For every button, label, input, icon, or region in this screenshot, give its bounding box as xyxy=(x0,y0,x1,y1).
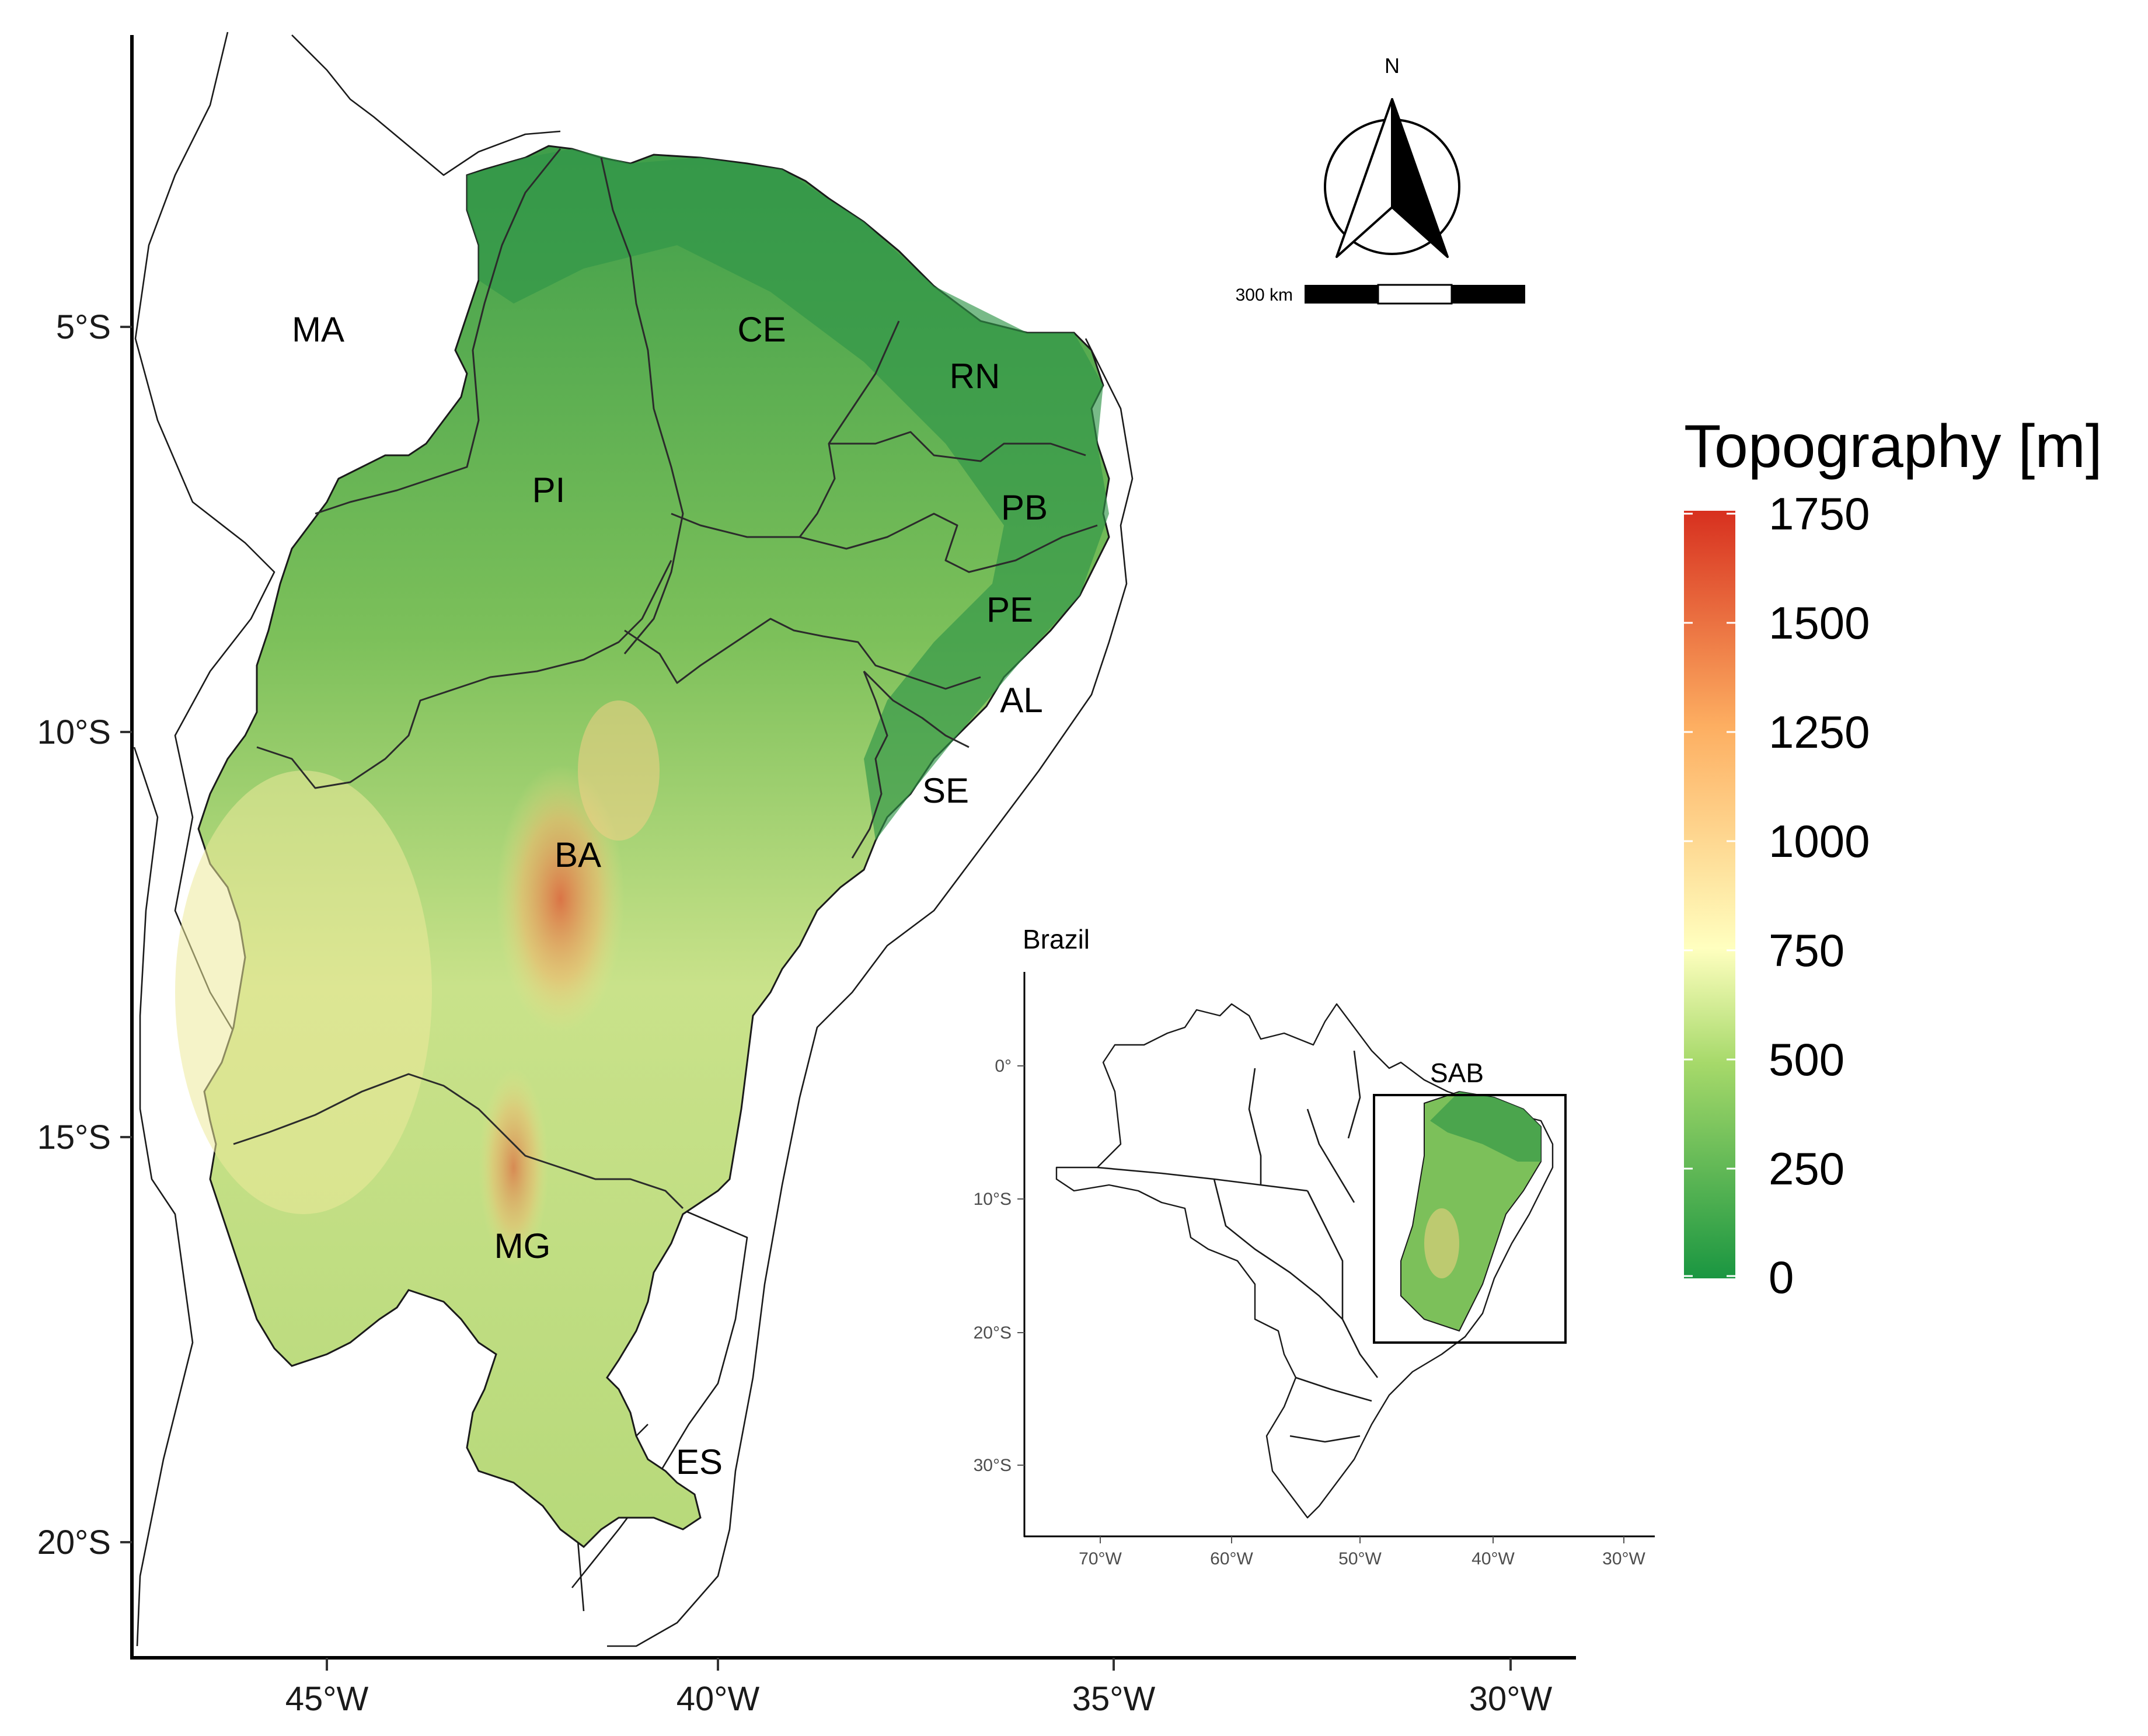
legend-break-label: 1000 xyxy=(1769,815,1870,867)
inset-x-tick-label: 60°W xyxy=(1210,1549,1253,1568)
legend-break-label: 500 xyxy=(1769,1034,1844,1085)
state-label-pi: PI xyxy=(532,470,566,510)
coast-line-north xyxy=(291,34,561,176)
inset-x-tick-label: 30°W xyxy=(1602,1549,1645,1568)
ma-pi-border xyxy=(315,148,562,515)
north-lowland-band xyxy=(467,149,1109,841)
inset-x-tick-label: 50°W xyxy=(1338,1549,1382,1568)
inset-title: Brazil xyxy=(1023,924,1090,954)
inset-y-tick-label: 20°S xyxy=(974,1323,1012,1343)
y-tick-label: 20°S xyxy=(37,1524,111,1561)
legend-ticks xyxy=(1684,513,1735,1277)
inset-x-ticks: 70°W 60°W 50°W 40°W 30°W xyxy=(1079,1536,1646,1568)
state-label-se: SE xyxy=(922,771,969,810)
legend-break-label: 1250 xyxy=(1769,706,1870,758)
inset-sab-north-band xyxy=(1430,1092,1541,1162)
state-label-ce: CE xyxy=(737,310,786,349)
state-label-al: AL xyxy=(1000,681,1042,720)
inset-y-tick-label: 0° xyxy=(995,1057,1012,1076)
legend-break-label: 1500 xyxy=(1769,597,1870,649)
state-label-ma: MA xyxy=(292,310,344,349)
pb-pe-border xyxy=(799,513,1098,573)
state-labels: MA CE RN PI PB PE AL SE BA MG ES xyxy=(292,310,1048,1481)
state-label-es: ES xyxy=(676,1442,723,1481)
state-label-rn: RN xyxy=(950,357,1000,396)
ba-north-highland xyxy=(578,700,660,841)
x-tick-label: 45°W xyxy=(285,1680,369,1718)
ba-se-border xyxy=(851,671,888,859)
legend-title: Topography [m] xyxy=(1684,413,2102,480)
inset-y-tick-label: 30°S xyxy=(974,1456,1012,1475)
legend-break-label: 0 xyxy=(1769,1252,1794,1303)
legend-break-label: 750 xyxy=(1769,925,1844,976)
topography-legend: Topography [m] 1750 1500 1250 1000 750 5… xyxy=(1684,413,2102,1303)
x-tick-label: 30°W xyxy=(1469,1680,1553,1718)
inset-x-tick-label: 70°W xyxy=(1079,1549,1122,1568)
legend-break-label: 250 xyxy=(1769,1143,1844,1194)
main-map-panel: 5°S 10°S 15°S 20°S 45°W 40°W 35°W 30°W M… xyxy=(37,32,1576,1718)
western-plateau-highland xyxy=(175,771,432,1214)
y-tick-label: 15°S xyxy=(37,1118,111,1156)
rn-pb-border xyxy=(829,431,1086,462)
state-label-pb: PB xyxy=(1001,488,1048,527)
inset-sab-label: SAB xyxy=(1430,1058,1484,1088)
serra-do-espinhaco-highland xyxy=(479,1068,549,1267)
inset-state-borders xyxy=(1097,1050,1379,1443)
west-border-line xyxy=(133,747,194,1647)
north-arrow-right-half xyxy=(1391,98,1449,258)
pi-ce-border xyxy=(600,157,684,654)
legend-colorbar xyxy=(1684,511,1735,1278)
main-x-ticks: 45°W 40°W 35°W 30°W xyxy=(285,1658,1553,1718)
north-arrow: N xyxy=(1324,54,1460,258)
pe-ba-border xyxy=(624,618,981,690)
north-arrow-left-half xyxy=(1335,98,1393,258)
state-label-pe: PE xyxy=(986,590,1033,629)
state-label-mg: MG xyxy=(494,1226,551,1266)
inset-sab-box xyxy=(1373,1094,1567,1344)
y-tick-label: 10°S xyxy=(37,713,111,751)
pe-al-border xyxy=(863,670,970,748)
x-tick-label: 35°W xyxy=(1072,1680,1156,1718)
inset-x-tick-label: 40°W xyxy=(1471,1549,1515,1568)
legend-break-label: 1750 xyxy=(1769,488,1870,539)
chapada-diamantina-highland xyxy=(496,765,625,1033)
north-arrow-label: N xyxy=(1385,54,1400,78)
scale-bar-label: 300 km xyxy=(1236,285,1293,305)
ce-rn-pb-border xyxy=(671,320,900,538)
x-tick-label: 40°W xyxy=(677,1680,760,1718)
brazil-inset-map: Brazil 0° 10°S 20°S 30°S 70°W 60°W 50°W … xyxy=(974,924,1655,1568)
y-tick-label: 5°S xyxy=(56,308,111,346)
inset-sab-highland xyxy=(1424,1208,1459,1278)
ba-mg-border xyxy=(233,1073,684,1209)
scale-bar: 300 km xyxy=(1236,284,1525,305)
inset-y-tick-label: 10°S xyxy=(974,1190,1012,1209)
main-y-ticks: 5°S 10°S 15°S 20°S xyxy=(37,308,132,1561)
state-label-ba: BA xyxy=(555,835,601,874)
coast-line-east xyxy=(607,338,1134,1647)
inset-y-ticks: 0° 10°S 20°S 30°S xyxy=(974,1057,1024,1475)
pi-ba-border xyxy=(256,560,672,789)
